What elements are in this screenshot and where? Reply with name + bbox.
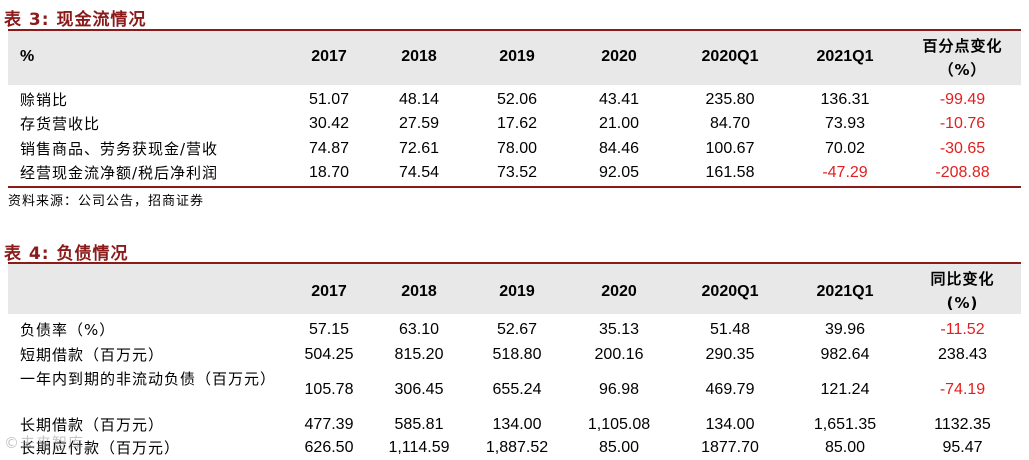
table3-row-label: 存货营收比 [20, 115, 101, 133]
watermark: ©未来智库 [4, 434, 85, 452]
table4-cell: 1877.70 [701, 439, 759, 456]
table4-header-change-line1: 同比变化 [930, 270, 995, 288]
table4-cell: 1,114.59 [388, 439, 450, 456]
table4-cell: 63.10 [398, 321, 440, 338]
table4-cell: 982.64 [820, 346, 870, 363]
table4-header-year: 2017 [311, 283, 347, 300]
table4-top-rule [8, 262, 1021, 264]
table4-cell: 306.45 [394, 381, 444, 398]
table3-title: 表 3: 现金流情况 [4, 10, 147, 30]
table3-cell: -47.29 [822, 164, 868, 181]
table4-header-year: 2020Q1 [701, 283, 759, 300]
table3-top-rule [8, 29, 1021, 31]
table4-row-label: 一年内到期的非流动负债（百万元） [20, 370, 277, 388]
table3-cell: 52.06 [496, 91, 538, 108]
table4-header-year: 2020 [601, 283, 637, 300]
table4-cell: 1,887.52 [485, 439, 549, 456]
table4-cell: 85.00 [824, 439, 866, 456]
table4-row-label: 长期应付款（百万元） [20, 439, 181, 457]
table3-cell: 72.61 [398, 140, 440, 157]
table3-cell: 92.05 [598, 164, 640, 181]
table4-cell: 469.79 [705, 381, 755, 398]
table3-cell: 21.00 [598, 115, 640, 132]
table4-cell: 134.00 [492, 416, 542, 433]
table3-header-band [8, 31, 1021, 85]
table4-row-label: 长期借款（百万元） [20, 416, 165, 434]
table4-cell: 35.13 [598, 321, 640, 338]
table3-change-cell: -30.65 [939, 140, 986, 157]
table3-cell: 235.80 [705, 91, 755, 108]
table4-cell: 39.96 [824, 321, 866, 338]
table3-header-year: 2018 [401, 48, 437, 65]
table3-cell: 74.54 [398, 164, 440, 181]
table3-cell: 100.67 [705, 140, 755, 157]
table4-header-change: 同比变化 (%) [915, 267, 1010, 315]
table3-bottom-rule [8, 186, 1021, 188]
table4-cell: 52.67 [496, 321, 538, 338]
table4-cell: 105.78 [304, 381, 354, 398]
table4-change-cell: 238.43 [938, 346, 987, 363]
table4-header-year: 2018 [401, 283, 437, 300]
table4-header-change-line2: (%) [946, 294, 979, 312]
table3-row-label: 销售商品、劳务获现金/营收 [20, 140, 219, 158]
table4-cell: 585.81 [394, 416, 444, 433]
table3-cell: 27.59 [398, 115, 440, 132]
table3-cell: 51.07 [308, 91, 350, 108]
table4-cell: 57.15 [308, 321, 350, 338]
table4-row-label: 短期借款（百万元） [20, 346, 165, 364]
table3-cell: 78.00 [496, 140, 538, 157]
table4-cell: 96.98 [598, 381, 640, 398]
table3-row-label: 赊销比 [20, 91, 69, 109]
table3-header-year: 2020Q1 [701, 48, 759, 65]
table4-cell: 51.48 [709, 321, 751, 338]
table3-cell: 43.41 [598, 91, 640, 108]
table4-cell: 1,651.35 [813, 416, 877, 433]
table4-header-year: 2021Q1 [816, 283, 874, 300]
table3-cell: 48.14 [398, 91, 440, 108]
table3-header-year: 2019 [499, 48, 535, 65]
table3-cell: 18.70 [308, 164, 350, 181]
table3-header-year: 2021Q1 [816, 48, 874, 65]
table4-cell: 134.00 [705, 416, 755, 433]
table3-header-change: 百分点变化（%） [922, 37, 1003, 79]
table4-cell: 1,105.08 [587, 416, 651, 433]
table3-source: 资料来源：公司公告，招商证券 [8, 194, 205, 209]
table4-cell: 200.16 [594, 346, 644, 363]
table4-cell: 626.50 [304, 439, 354, 456]
table4-header-band [8, 264, 1021, 314]
table3-cell: 73.93 [824, 115, 866, 132]
table3-change-cell: -10.76 [939, 115, 986, 132]
table4-change-cell: 95.47 [942, 439, 983, 456]
table3-header-year: 2017 [311, 48, 347, 65]
table3-cell: 161.58 [705, 164, 755, 181]
table4-cell: 504.25 [304, 346, 354, 363]
table3-cell: 73.52 [496, 164, 538, 181]
table4-cell: 85.00 [598, 439, 640, 456]
table3-cell: 17.62 [496, 115, 538, 132]
table3-cell: 136.31 [820, 91, 870, 108]
table4-change-cell: -74.19 [939, 381, 986, 398]
table3-cell: 74.87 [308, 140, 350, 157]
table3-change-cell: -99.49 [939, 91, 986, 108]
table3-cell: 30.42 [308, 115, 350, 132]
table4-cell: 121.24 [820, 381, 870, 398]
table3-cell: 84.70 [709, 115, 751, 132]
table4-row-label: 负债率（%） [20, 321, 116, 339]
table4-change-cell: -11.52 [940, 321, 985, 338]
table4-cell: 655.24 [492, 381, 542, 398]
table3-header-label: % [20, 48, 35, 65]
table4-title: 表 4: 负债情况 [4, 244, 129, 264]
table4-header-year: 2019 [499, 283, 535, 300]
table3-change-cell: -208.88 [935, 164, 990, 181]
table3-cell: 84.46 [598, 140, 640, 157]
table3-row-label: 经营现金流净额/税后净利润 [20, 164, 219, 182]
table4-cell: 815.20 [394, 346, 444, 363]
table4-cell: 518.80 [492, 346, 542, 363]
table4-cell: 477.39 [304, 416, 354, 433]
table3-header-year: 2020 [601, 48, 637, 65]
table4-change-cell: 1132.35 [934, 416, 991, 433]
table4-cell: 290.35 [705, 346, 755, 363]
table3-cell: 70.02 [824, 140, 866, 157]
